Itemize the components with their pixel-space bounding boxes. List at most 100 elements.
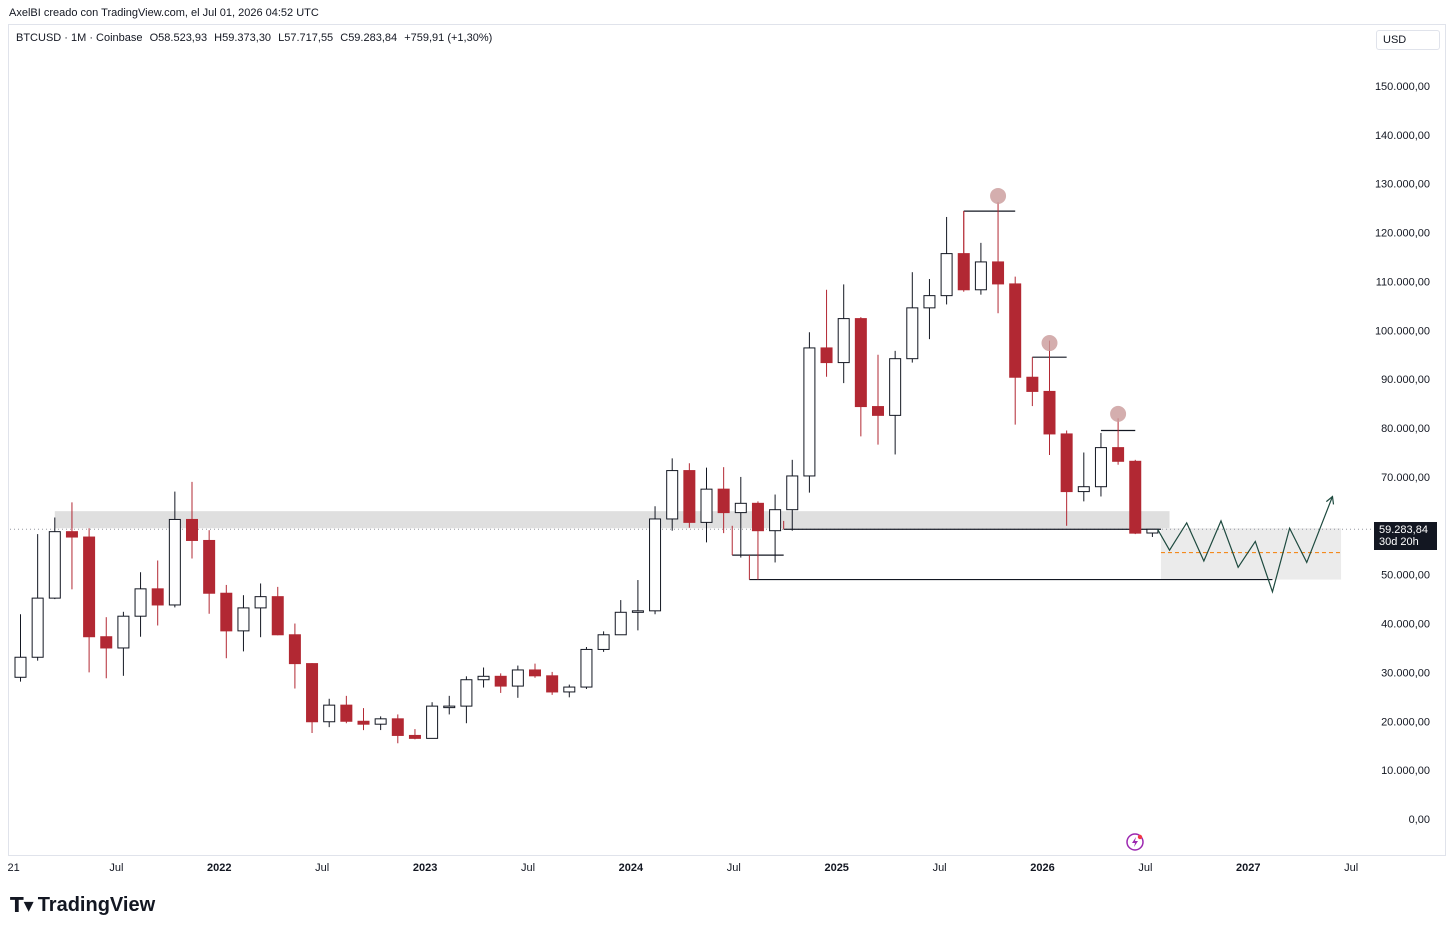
y-tick-label: 70.000,00 <box>1381 472 1430 484</box>
candle <box>700 467 713 543</box>
candle <box>1026 357 1039 407</box>
candle-body <box>872 406 884 416</box>
candle <box>1129 459 1142 535</box>
candle <box>957 211 970 292</box>
y-tick-label: 80.000,00 <box>1381 423 1430 435</box>
candle-body <box>717 488 730 514</box>
candle-body <box>65 531 78 538</box>
candle-body <box>443 705 456 709</box>
y-tick-label: 50.000,00 <box>1381 570 1430 582</box>
top-marker <box>990 187 1007 204</box>
currency-button[interactable]: USD <box>1376 30 1440 50</box>
candle-body <box>357 720 370 725</box>
candle <box>906 272 919 363</box>
candle-body <box>460 679 473 707</box>
candle <box>443 695 456 715</box>
legend-low: L57.717,55 <box>278 32 334 44</box>
candle-body <box>340 704 353 722</box>
candle-body <box>100 636 113 649</box>
candle-body <box>220 592 233 632</box>
y-tick-label: 0,00 <box>1409 814 1430 826</box>
y-tick-label: 100.000,00 <box>1375 325 1430 337</box>
tradingview-wordmark: TradingView <box>37 893 156 916</box>
candle <box>306 663 319 733</box>
x-tick-label: 2027 <box>1236 862 1260 874</box>
candle <box>529 663 541 678</box>
candle <box>1112 418 1125 465</box>
candle-body <box>940 253 953 297</box>
price-axis[interactable]: 0,00 10.000,00 20.000,00 30.000,00 40.000,00… <box>1375 81 1430 826</box>
candle-body <box>426 705 439 739</box>
candle-body <box>374 718 387 725</box>
chart-caption: AxelBI creado con TradingView.com, el Ju… <box>9 7 319 19</box>
candle <box>1077 452 1090 502</box>
markers-layer <box>990 187 1127 422</box>
candle-body <box>837 318 850 364</box>
candle <box>820 289 833 377</box>
time-axis[interactable]: 21 Jul 2022 Jul 2023 Jul 2024 Jul 2025 Jul 2026 Jul… <box>8 862 1359 874</box>
x-tick-label: 2022 <box>207 862 231 874</box>
candle-body <box>734 502 747 514</box>
candle <box>837 284 850 384</box>
candle <box>31 534 44 661</box>
candle <box>992 202 1005 314</box>
candle-body <box>83 536 96 638</box>
candle <box>477 667 490 688</box>
candle-body <box>700 488 713 523</box>
candle-body <box>1009 283 1022 378</box>
x-tick-label: Jul <box>315 862 329 874</box>
legend-change: +759,91 (+1,30%) <box>404 32 493 44</box>
candle <box>391 714 404 744</box>
symbol-legend: BTCUSD · 1M · Coinbase O58.523,93 H59.37… <box>16 32 496 44</box>
candle <box>631 580 644 631</box>
candle-body <box>786 475 799 511</box>
candles-layer <box>14 202 1159 744</box>
candle <box>168 491 181 608</box>
candle-body <box>546 675 559 693</box>
y-tick-label: 110.000,00 <box>1376 276 1430 288</box>
candle-body <box>271 596 284 636</box>
x-tick-label: 2023 <box>413 862 437 874</box>
legend-symbol[interactable]: BTCUSD · 1M · Coinbase <box>16 32 143 44</box>
candle <box>1146 528 1159 537</box>
y-tick-label: 120.000,00 <box>1375 228 1430 240</box>
tradingview-logo[interactable]: T▾ TradingView <box>10 893 155 917</box>
candle-body <box>151 588 164 606</box>
x-tick-label: Jul <box>1344 862 1358 874</box>
candle <box>511 665 524 698</box>
candle-body <box>1043 390 1056 435</box>
candle <box>460 676 473 724</box>
y-tick-label: 150.000,00 <box>1375 81 1430 93</box>
candle-body <box>288 634 301 665</box>
candle <box>751 501 764 580</box>
lightning-icon[interactable] <box>1126 833 1144 851</box>
candle-body <box>614 611 627 636</box>
candle <box>546 671 559 695</box>
y-tick-label: 40.000,00 <box>1381 619 1430 631</box>
top-marker <box>1110 405 1127 422</box>
candle-body <box>563 686 576 693</box>
candle-body <box>992 261 1005 285</box>
candle-body <box>494 675 507 687</box>
x-tick-label: 2025 <box>824 862 848 874</box>
candle-body <box>649 518 662 612</box>
candle <box>580 646 593 690</box>
candle-countdown: 30d 20h <box>1379 536 1419 548</box>
candle-body <box>1060 433 1073 493</box>
projection-arrowhead <box>1325 495 1335 505</box>
zones-layer <box>10 511 1372 580</box>
candle-body <box>237 607 250 632</box>
candle-body <box>751 502 764 532</box>
candle-body <box>974 261 987 291</box>
candle <box>151 560 164 626</box>
candle <box>374 716 387 731</box>
candle-body <box>306 663 319 723</box>
candle-body <box>803 347 816 477</box>
candle <box>614 600 627 636</box>
top-marker <box>1041 335 1058 352</box>
candle <box>717 467 730 534</box>
candle-body <box>666 470 679 520</box>
candle <box>14 614 27 682</box>
candle <box>683 463 696 528</box>
